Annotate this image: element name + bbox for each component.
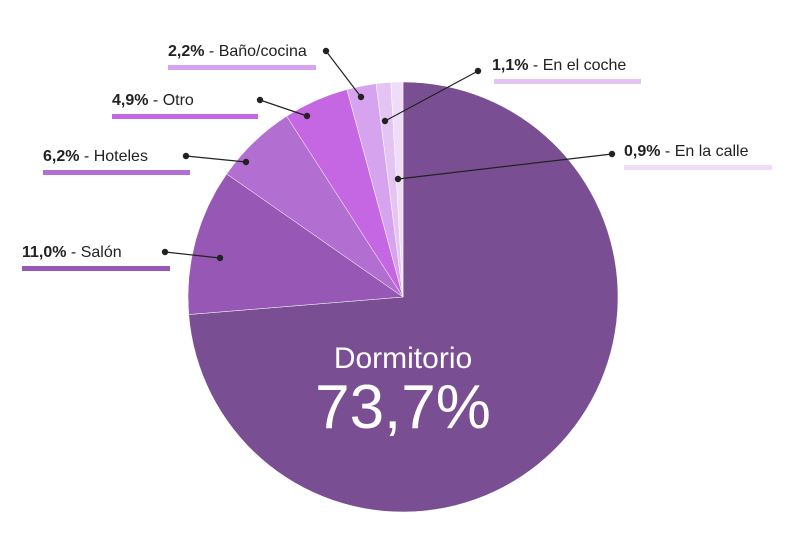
callout-category: - Salón [66, 244, 121, 261]
callout-category: - En el coche [528, 57, 626, 74]
center-label: Dormitorio 73,7% [315, 342, 491, 442]
leader-dot [474, 67, 482, 75]
callout-5: 2,2% - Baño/cocina [168, 43, 365, 101]
callout-2: 11,0% - Salón [22, 244, 224, 271]
leader-dot [216, 254, 224, 262]
leader-dot [242, 158, 250, 166]
callout-category: - Baño/cocina [204, 43, 306, 60]
callout-percent: 4,9% [112, 92, 148, 109]
callout-underline [494, 79, 641, 84]
callout-7: 0,9% - En la calle [394, 143, 772, 183]
leader-dot [394, 175, 402, 183]
leader-dot [322, 47, 330, 55]
callout-4: 4,9% - Otro [112, 92, 311, 120]
pie-slice-7 [390, 81, 404, 298]
callouts: 11,0% - Salón 6,2% - Hoteles 4,9% - Otro 2,… [22, 43, 772, 271]
callout-3: 6,2% - Hoteles [43, 148, 250, 175]
callout-underline [168, 65, 316, 70]
leader-dot [256, 96, 264, 104]
center-slice-value: 73,7% [315, 373, 491, 442]
callout-category: - En la calle [660, 143, 748, 160]
pie-slices [187, 81, 619, 513]
leader-line [259, 99, 308, 117]
callout-label: 2,2% - Baño/cocina [168, 43, 307, 60]
callout-underline [624, 165, 772, 170]
callout-percent: 11,0% [22, 244, 66, 261]
callout-percent: 6,2% [43, 148, 79, 165]
leader-line [384, 70, 479, 122]
callout-label: 1,1% - En el coche [492, 57, 626, 74]
callout-label: 0,9% - En la calle [624, 143, 749, 160]
leader-line [164, 251, 221, 259]
leader-dot [182, 152, 190, 160]
callout-category: - Otro [148, 92, 193, 109]
callout-underline [43, 170, 190, 175]
callout-6: 1,1% - En el coche [381, 57, 641, 125]
callout-underline [22, 266, 170, 271]
leader-dot [161, 248, 169, 256]
callout-percent: 2,2% [168, 43, 204, 60]
callout-percent: 1,1% [492, 57, 528, 74]
leader-line [325, 50, 362, 98]
callout-underline [112, 114, 258, 119]
center-slice-name: Dormitorio [334, 342, 472, 375]
leader-dot [381, 117, 389, 125]
callout-label: 11,0% - Salón [22, 244, 122, 261]
callout-label: 4,9% - Otro [112, 92, 194, 109]
leader-line [185, 155, 247, 163]
callout-label: 6,2% - Hoteles [43, 148, 148, 165]
leader-dot [608, 150, 616, 158]
pie-slice-2 [187, 173, 404, 315]
callout-category: - Hoteles [79, 148, 147, 165]
callout-percent: 0,9% [624, 143, 660, 160]
leader-dot [303, 112, 311, 120]
leader-line [397, 153, 613, 180]
leader-dot [357, 93, 365, 101]
